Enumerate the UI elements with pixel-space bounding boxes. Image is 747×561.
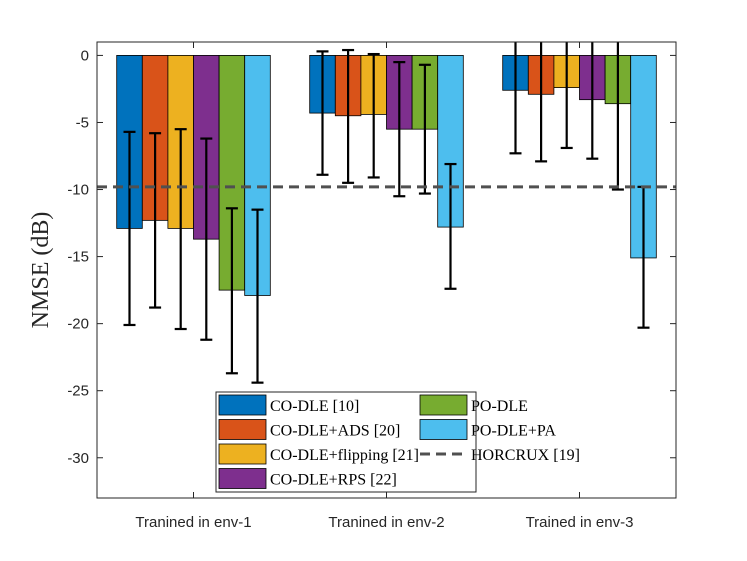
- legend-label: CO-DLE+flipping [21]: [270, 447, 419, 464]
- legend-label: CO-DLE+RPS [22]: [270, 472, 397, 489]
- legend-label: PO-DLE: [471, 398, 528, 415]
- legend-label: PO-DLE+PA: [471, 423, 556, 440]
- legend-label: CO-DLE [10]: [270, 398, 359, 415]
- legend-swatch: [218, 443, 267, 465]
- x-tick-label: Trained in env-3: [526, 514, 634, 531]
- legend-swatch: [218, 394, 267, 416]
- legend-label: CO-DLE+ADS [20]: [270, 423, 400, 440]
- y-tick-label: 0: [81, 47, 89, 64]
- x-tick-label: Tranined in env-1: [135, 514, 251, 531]
- legend-swatch: [419, 394, 468, 416]
- legend-label: HORCRUX [19]: [471, 447, 580, 464]
- x-tick-label: Tranined in env-2: [328, 514, 444, 531]
- legend: CO-DLE [10] CO-DLE+ADS [20] CO-DLE+flippin…: [215, 391, 580, 493]
- y-axis: 0 -5 -10 -15 -20 -25 -30: [67, 47, 676, 467]
- y-tick-label: -25: [67, 383, 89, 400]
- y-tick-label: -10: [67, 182, 89, 199]
- y-tick-label: -15: [67, 249, 89, 266]
- legend-swatch: [419, 419, 468, 440]
- y-axis-label: NMSE (dB): [28, 212, 54, 329]
- y-tick-label: -30: [67, 450, 89, 467]
- legend-swatch: [218, 468, 267, 489]
- x-axis: Tranined in env-1 Tranined in env-2 Traine…: [135, 42, 633, 531]
- error-bars-layer: [123, 42, 650, 384]
- legend-swatch: [218, 419, 267, 440]
- y-tick-label: -20: [67, 316, 89, 333]
- y-tick-label: -5: [76, 114, 89, 131]
